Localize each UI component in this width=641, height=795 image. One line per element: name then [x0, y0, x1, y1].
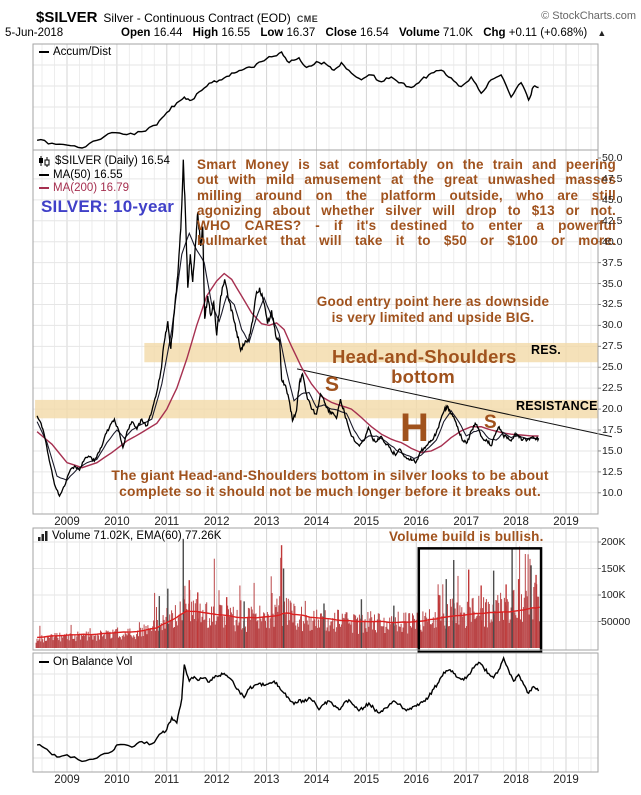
axis-tick: 50000	[601, 615, 631, 628]
good-entry-annotation: Good entry point here as downside is very…	[316, 294, 550, 325]
axis-tick: 27.5	[602, 340, 623, 353]
axis-tick: 15.0	[602, 444, 623, 457]
ma50-legend: MA(50) 16.55	[39, 169, 123, 181]
axis-tick: 2009	[54, 516, 80, 528]
quote-open: Open 16.44	[121, 27, 183, 39]
axis-tick: 2010	[104, 516, 130, 528]
axis-tick: 2012	[203, 516, 230, 528]
accum-dist-line-swatch-icon	[39, 51, 49, 53]
axis-tick: 100K	[601, 589, 626, 601]
axis-tick: 20.0	[602, 403, 623, 416]
candlestick-chart-icon	[39, 155, 50, 167]
ma200-line-swatch-icon	[39, 187, 49, 189]
axis-tick: 2014	[303, 774, 330, 786]
accum-dist-legend: Accum/Dist	[39, 46, 111, 58]
bar-chart-icon	[38, 531, 48, 541]
chart-header: $SILVER Silver - Continuous Contract (EO…	[36, 9, 318, 26]
axis-tick: 2015	[353, 774, 380, 786]
axis-tick: 35.0	[602, 277, 623, 290]
axis-tick: 2010	[104, 774, 130, 786]
quote-close: Close 16.54	[325, 27, 389, 39]
axis-tick: 2014	[303, 516, 330, 528]
axis-tick: 2015	[353, 516, 380, 528]
axis-tick: 2012	[203, 774, 230, 786]
symbol-label: $SILVER	[36, 9, 98, 26]
quote-high: High 16.55	[192, 27, 251, 39]
axis-tick: 2016	[403, 774, 430, 786]
chart-title: Silver - Continuous Contract (EOD)	[103, 11, 291, 25]
ma50-line-swatch-icon	[39, 174, 49, 176]
axis-tick: 200K	[601, 536, 626, 548]
right-shoulder-letter: S	[484, 412, 497, 433]
obv-legend: On Balance Vol	[39, 656, 132, 668]
head-and-shoulders-title: Head-and-Shoulders bottom	[332, 346, 517, 387]
axis-tick: 37.5	[602, 256, 623, 269]
watermark-silver-10-year: SILVER: 10-year	[41, 197, 175, 216]
axis-tick: 2019	[553, 516, 579, 528]
res-label: RES.	[531, 343, 561, 357]
stockcharts-credit: © StockCharts.com	[541, 10, 636, 22]
quote-volume: Volume 71.0K	[399, 27, 473, 39]
axis-tick: 32.5	[602, 298, 623, 311]
volume-build-annotation: Volume build is bullish.	[389, 529, 544, 544]
axis-tick: 42.5	[602, 214, 623, 227]
axis-tick: 17.5	[602, 424, 623, 437]
obv-line-swatch-icon	[39, 661, 49, 663]
axis-tick: 2011	[154, 516, 180, 528]
exchange-label: CME	[296, 14, 319, 24]
axis-tick: 22.5	[602, 382, 623, 395]
axis-tick: 150K	[601, 562, 626, 575]
quote-date: 5-Jun-2018	[5, 27, 64, 39]
axis-tick: 2018	[503, 516, 529, 528]
axis-tick: 2019	[553, 774, 579, 786]
quote-row: Open 16.44 High 16.55 Low 16.37 Close 16…	[121, 27, 606, 39]
left-shoulder-letter: S	[325, 373, 340, 396]
axis-tick: 2013	[253, 774, 280, 786]
axis-tick: 50.0	[602, 152, 623, 164]
breakout-note-annotation: The giant Head-and-Shoulders bottom in s…	[111, 468, 549, 499]
axis-tick: 12.5	[602, 465, 623, 478]
axis-tick: 2013	[253, 516, 280, 528]
resistance-label: RESISTANCE	[516, 399, 598, 413]
main-symbol-legend: $SILVER (Daily) 16.54	[38, 155, 170, 167]
axis-tick: 2016	[403, 516, 430, 528]
smart-money-annotation: Smart Money is sat comfortably on the tr…	[197, 157, 616, 249]
axis-tick: 47.5	[602, 172, 623, 185]
axis-tick: 2011	[154, 774, 180, 786]
axis-tick: 45.0	[602, 193, 623, 206]
axis-tick: 2009	[54, 774, 80, 786]
volume-legend: Volume 71.02K, EMA(60) 77.26K	[38, 530, 221, 542]
axis-tick: 2017	[453, 516, 479, 528]
quote-change: Chg +0.11 (+0.68%)	[483, 27, 588, 39]
change-up-arrow: ▲	[597, 28, 607, 38]
head-letter: H	[400, 406, 429, 450]
axis-tick: 30.0	[602, 319, 623, 332]
axis-tick: 40.0	[602, 235, 623, 248]
ma200-legend: MA(200) 16.79	[39, 182, 129, 194]
axis-tick: 25.0	[602, 361, 623, 374]
axis-tick: 10.0	[602, 486, 623, 499]
quote-low: Low 16.37	[260, 27, 316, 39]
axis-tick: 2017	[453, 774, 479, 786]
axis-tick: 2018	[503, 774, 529, 786]
